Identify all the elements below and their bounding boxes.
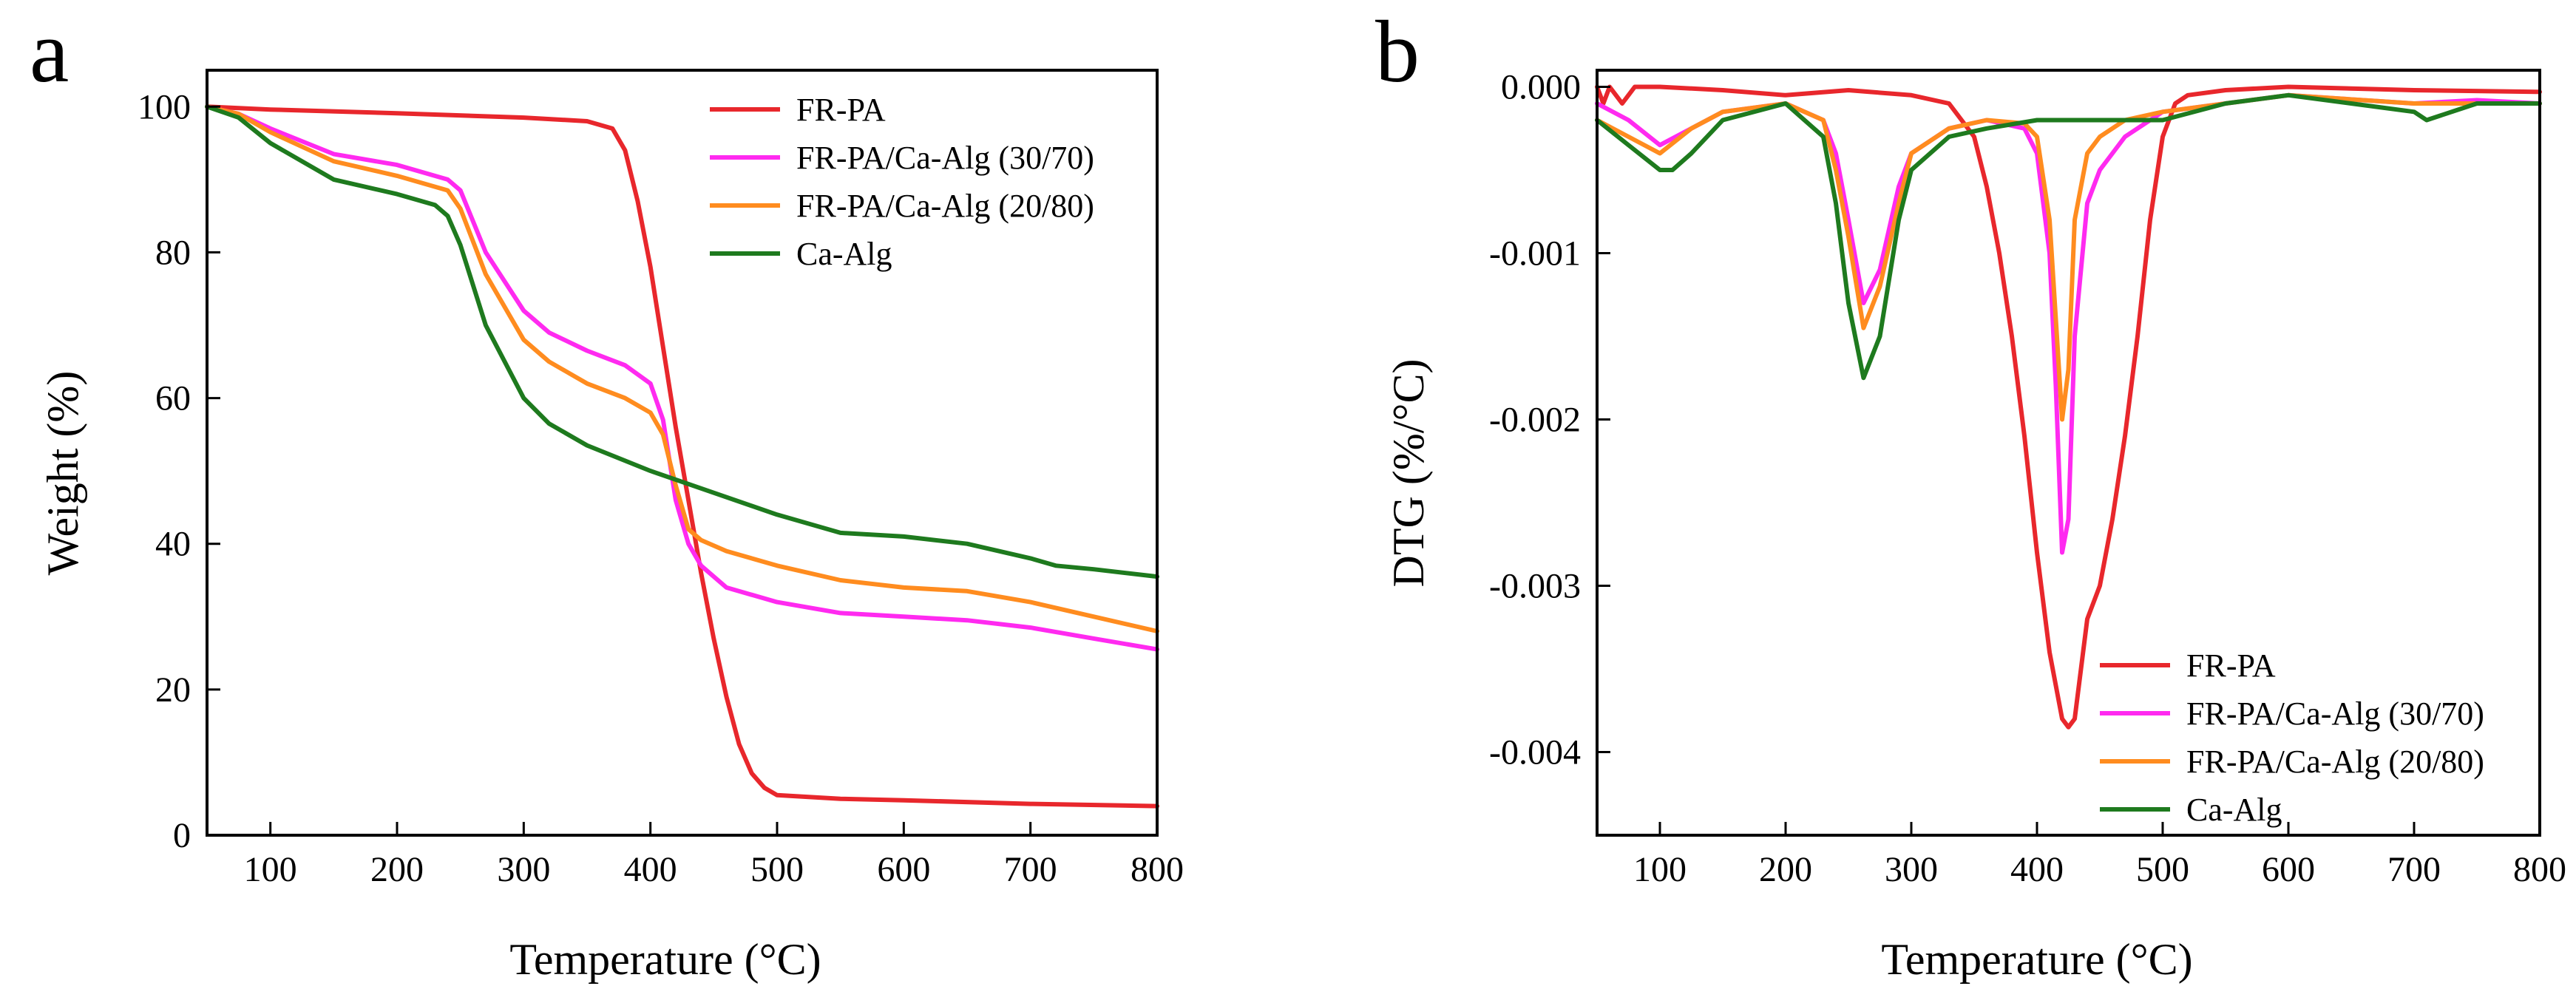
panel-b-legend-label-3: Ca-Alg	[2186, 792, 2282, 828]
panel-b-legend-label-1: FR-PA/Ca-Alg (30/70)	[2186, 696, 2484, 732]
panel-b-y-axis-title: DTG (%/°C)	[1384, 359, 1433, 588]
panel-b-series-line-0	[1595, 84, 2542, 730]
panel-a-legend-label-3: Ca-Alg	[796, 236, 892, 272]
panel-a-y-tick-label: 0	[173, 816, 191, 855]
panel-b-x-tick-label: 300	[1885, 850, 1938, 889]
panel-a-x-tick-label: 300	[497, 850, 550, 889]
panel-a-series-line-3	[205, 104, 1159, 579]
panel-a-x-tick-label: 600	[877, 850, 930, 889]
panel-a-series-line-1	[205, 104, 1159, 652]
panel-b-x-tick-label: 200	[1759, 850, 1812, 889]
panel-a-y-tick-label: 100	[138, 87, 191, 126]
panel-b-label: b	[1375, 2, 1420, 101]
panel-b-series-line-3	[1595, 92, 2542, 381]
panel-b-chart: b 100 200 300 400 500 600 700 800 0.000 -0.001 -0.…	[1375, 2, 2566, 984]
panel-b-y-tick-label: -0.003	[1489, 567, 1581, 606]
panel-b-x-tick-label: 700	[2387, 850, 2441, 889]
panel-a-y-tick-label: 80	[155, 233, 191, 272]
panel-b-x-tick-label: 400	[2010, 850, 2064, 889]
panel-b-x-tick-label: 600	[2262, 850, 2315, 889]
panel-b-plot-area: 100 200 300 400 500 600 700 800 0.000 -0.001 -0.00…	[1489, 68, 2566, 890]
panel-a-y-tick-label: 20	[155, 670, 191, 710]
panel-b-y-tick-label: -0.002	[1489, 401, 1581, 440]
panel-a-x-tick-label: 700	[1004, 850, 1057, 889]
panel-b-legend: FR-PA FR-PA/Ca-Alg (30/70) FR-PA/Ca-Alg (2…	[2100, 647, 2484, 828]
panel-b-legend-label-2: FR-PA/Ca-Alg (20/80)	[2186, 744, 2484, 780]
panel-a-legend: FR-PA FR-PA/Ca-Alg (30/70) FR-PA/Ca-Alg (2…	[710, 92, 1094, 272]
panel-a-legend-label-2: FR-PA/Ca-Alg (20/80)	[796, 188, 1094, 224]
panel-b-x-axis-title: Temperature (°C)	[1881, 935, 2192, 984]
panel-a-y-tick-label: 40	[155, 525, 191, 564]
panel-a-label: a	[30, 2, 69, 101]
panel-a-legend-label-1: FR-PA/Ca-Alg (30/70)	[796, 140, 1094, 176]
panel-a-legend-label-0: FR-PA	[796, 92, 886, 128]
panel-a-x-tick-label: 400	[624, 850, 677, 889]
panel-a-x-tick-label: 100	[244, 850, 297, 889]
panel-b-series-line-2	[1595, 92, 2542, 422]
panel-a-x-tick-label: 200	[370, 850, 424, 889]
panel-a-series-line-2	[205, 104, 1159, 633]
panel-b-x-tick-label: 500	[2136, 850, 2189, 889]
panel-b-axes-frame	[1596, 69, 2541, 837]
panel-b-y-tick-label: -0.004	[1489, 733, 1581, 772]
panel-b-y-tick-label: 0.000	[1501, 68, 1581, 107]
panel-a-x-tick-label: 500	[750, 850, 804, 889]
panel-a-x-axis-title: Temperature (°C)	[509, 935, 821, 984]
panel-a-series-line-0	[205, 104, 1159, 809]
panel-a-y-tick-label: 60	[155, 379, 191, 418]
panel-b-x-tick-label: 100	[1633, 850, 1687, 889]
panel-b-legend-label-0: FR-PA	[2186, 647, 2276, 684]
panel-a-x-tick-label: 800	[1131, 850, 1184, 889]
panel-a-plot-area: 100 200 300 400 500 600 700 800 0 20 40 60 80 100 FR-P…	[138, 69, 1184, 889]
panel-b-y-tick-label: -0.001	[1489, 234, 1581, 273]
panel-a-y-axis-title: Weight (%)	[38, 371, 87, 576]
panel-a-axes-frame	[206, 69, 1159, 837]
panel-b-x-tick-label: 800	[2513, 850, 2566, 889]
panel-a-chart: a 100 200 300 400 500 600 700 800 0 20 40 60 80 100 FR…	[30, 2, 1184, 984]
